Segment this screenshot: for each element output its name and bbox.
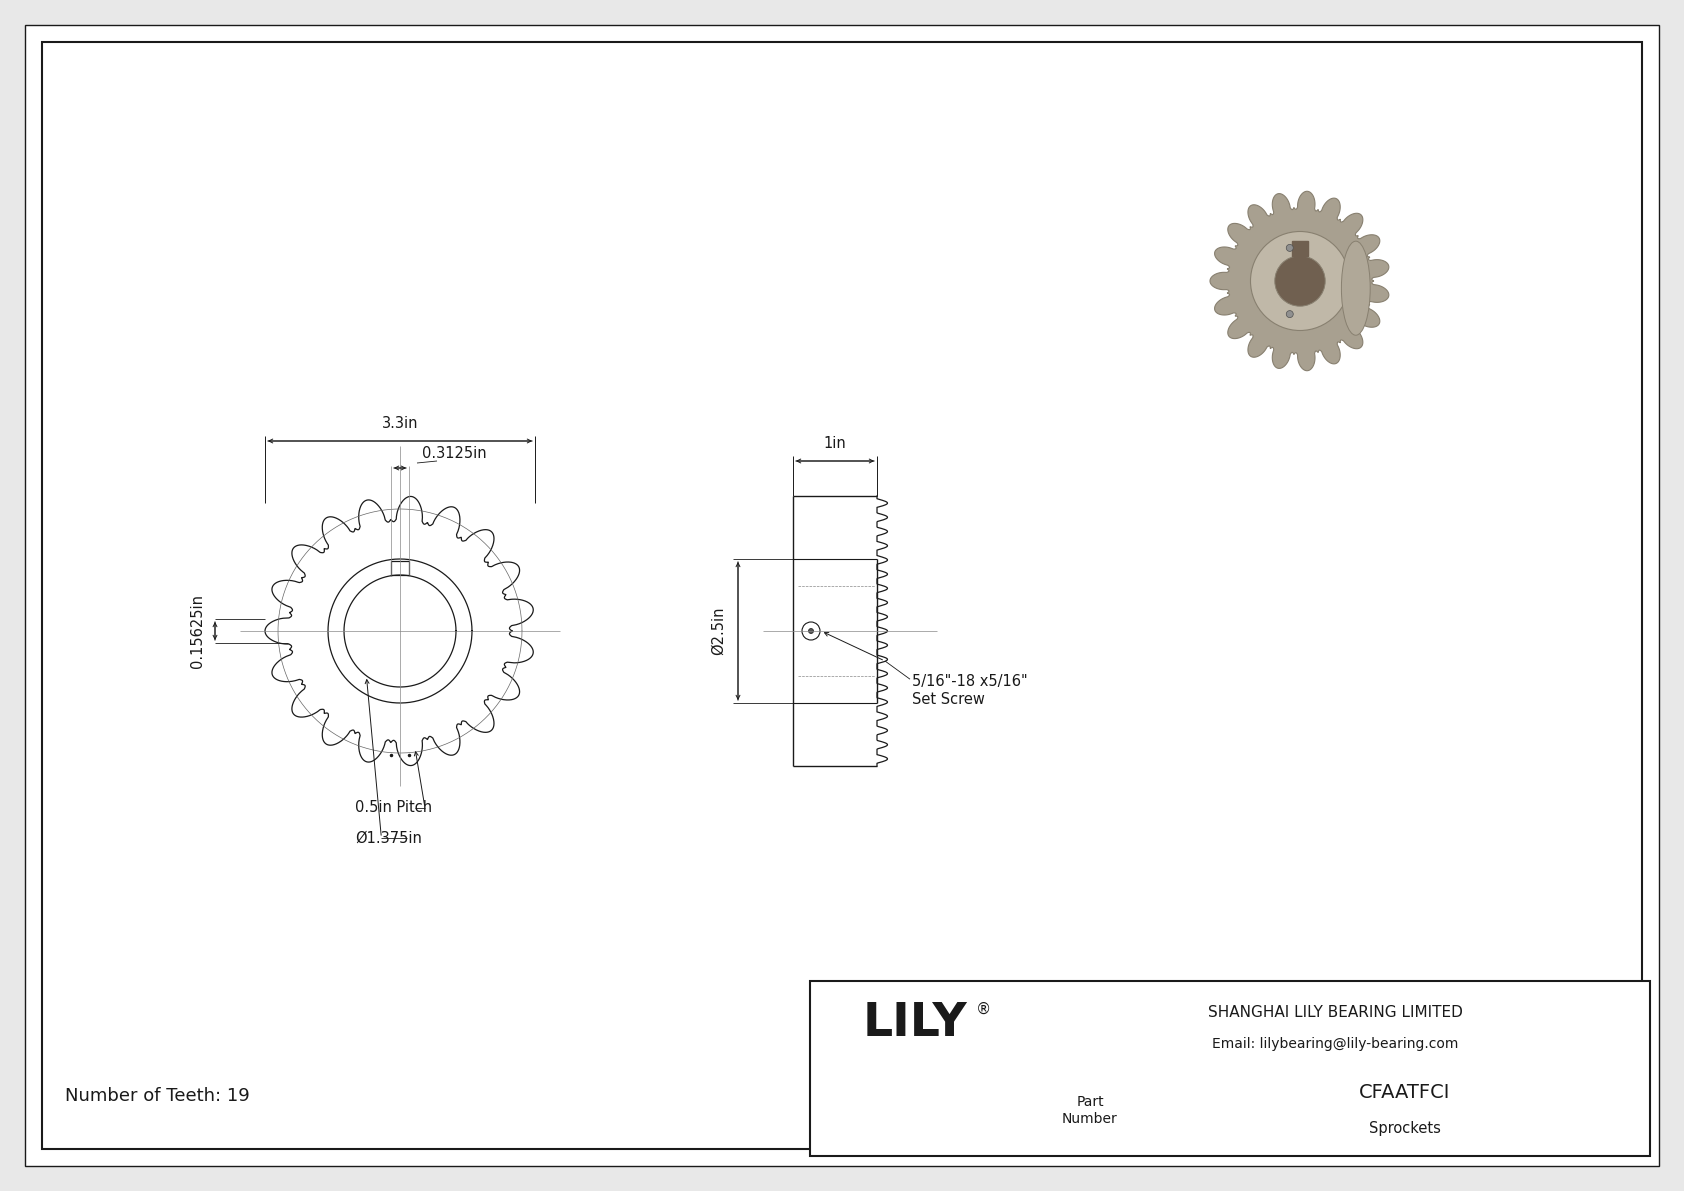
Text: Sprockets: Sprockets (1369, 1121, 1442, 1136)
Text: 3.3in: 3.3in (382, 416, 418, 431)
Text: Ø1.375in: Ø1.375in (355, 830, 423, 846)
Bar (810, 981, 1650, 1156)
Bar (810, 981, 1650, 1156)
Circle shape (1275, 256, 1325, 306)
Text: 0.5in Pitch: 0.5in Pitch (355, 800, 433, 816)
Circle shape (1251, 231, 1349, 330)
Text: 0.3125in: 0.3125in (421, 445, 487, 461)
Circle shape (1287, 244, 1293, 251)
Circle shape (1287, 311, 1293, 318)
Text: 1in: 1in (823, 436, 847, 451)
Circle shape (808, 629, 813, 634)
Text: Email: lilybearing@lily-bearing.com: Email: lilybearing@lily-bearing.com (1212, 1037, 1458, 1050)
Text: Ø2.5in: Ø2.5in (711, 606, 726, 655)
Text: CFAATFCI: CFAATFCI (1359, 1083, 1450, 1102)
Text: LILY: LILY (862, 1000, 967, 1046)
Text: SHANGHAI LILY BEARING LIMITED: SHANGHAI LILY BEARING LIMITED (1207, 1005, 1462, 1019)
Polygon shape (1292, 242, 1308, 256)
Polygon shape (1211, 192, 1389, 370)
Text: 0.15625in: 0.15625in (190, 594, 205, 668)
Ellipse shape (1342, 241, 1371, 335)
Text: Part
Number: Part Number (1063, 1096, 1118, 1125)
Text: 5/16"-18 x5/16"
Set Screw: 5/16"-18 x5/16" Set Screw (913, 674, 1027, 706)
Text: Number of Teeth: 19: Number of Teeth: 19 (66, 1087, 249, 1105)
Text: ®: ® (975, 1002, 990, 1016)
